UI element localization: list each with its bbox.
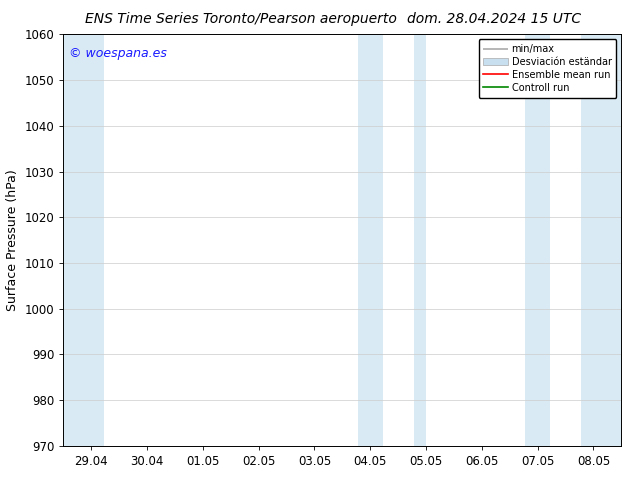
Text: © woespana.es: © woespana.es — [69, 47, 167, 60]
Y-axis label: Surface Pressure (hPa): Surface Pressure (hPa) — [6, 169, 19, 311]
Bar — [526, 34, 550, 446]
Text: ENS Time Series Toronto/Pearson aeropuerto: ENS Time Series Toronto/Pearson aeropuer… — [85, 12, 397, 26]
Bar — [414, 34, 426, 446]
Bar — [358, 34, 382, 446]
Legend: min/max, Desviación eständar, Ensemble mean run, Controll run: min/max, Desviación eständar, Ensemble m… — [479, 39, 616, 98]
Bar — [581, 34, 621, 446]
Bar — [63, 34, 103, 446]
Text: dom. 28.04.2024 15 UTC: dom. 28.04.2024 15 UTC — [408, 12, 581, 26]
